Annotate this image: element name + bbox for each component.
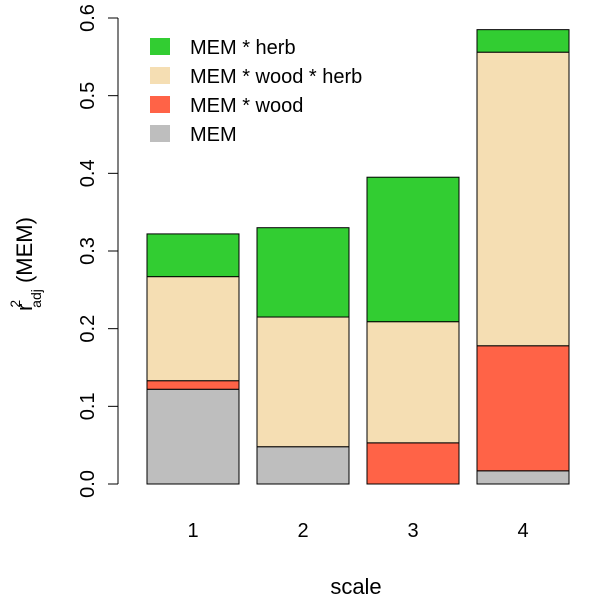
bar-segment-2-0 [256,446,350,485]
bar-segment-2-2 [256,316,350,448]
x-tick-label: 1 [187,520,198,542]
bar-segment-1-0 [146,388,240,485]
legend-swatch [150,125,170,142]
y-axis-label-suffix: (MEM) [12,217,37,289]
y-tick-label: 0.1 [77,392,99,420]
legend-label: MEM * wood * herb [190,66,362,88]
x-tick-label: 2 [297,520,308,542]
bar-segment-4-2 [476,51,570,347]
y-tick-label: 0.5 [77,82,99,110]
y-axis-label-base: r [12,304,37,311]
y-tick-label: 0.4 [77,159,99,187]
bars-layer [146,29,570,485]
y-axis-label: r2 adj (MEM) [7,217,44,311]
y-axis: 0.0 0.1 0.2 0.3 0.4 0.5 0.6 [77,4,119,498]
bar-segment-3-3 [366,176,460,323]
bar-segment-3-2 [366,321,460,444]
legend-label: MEM * herb [190,37,296,59]
bar-segment-1-2 [146,276,240,382]
bar-segment-1-3 [146,233,240,278]
x-tick-label: 3 [407,520,418,542]
legend: MEM * herb MEM * wood * herb MEM * wood MEM [150,37,362,146]
y-tick-label: 0.2 [77,315,99,343]
legend-swatch [150,96,170,113]
bar-segment-4-3 [476,29,570,53]
bar-segment-2-3 [256,227,350,318]
y-tick-label: 0.3 [77,237,99,265]
bar-segment-4-1 [476,345,570,472]
legend-label: MEM [190,124,237,146]
legend-label: MEM * wood [190,95,303,117]
bar-segment-3-1 [366,442,460,485]
y-tick-label: 0.0 [77,470,99,498]
bar-segment-1-1 [146,380,240,390]
x-axis-label: scale [330,574,381,599]
legend-swatch [150,67,170,84]
y-axis-label-superscript: 2 [7,300,23,308]
legend-swatch [150,38,170,55]
y-tick-label: 0.6 [77,4,99,32]
x-tick-label: 4 [517,520,528,542]
y-axis-label-subscript: adj [28,289,44,308]
bar-segment-4-0 [476,470,570,485]
x-axis: 1 2 3 4 [187,520,528,542]
